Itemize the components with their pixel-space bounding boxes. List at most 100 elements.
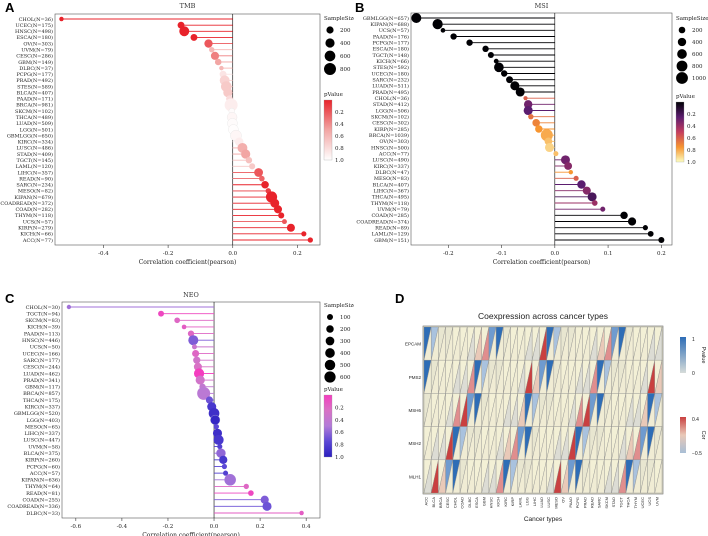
category-label: LUSC(N=447)	[23, 437, 60, 444]
colorbar-tick-label: 0.4	[335, 418, 344, 424]
category-label: READ(N=81)	[26, 490, 60, 497]
lollipop-dot	[59, 16, 64, 22]
size-legend-label: 600	[692, 52, 703, 58]
lollipop-dot	[532, 119, 540, 127]
category-label: HNSC(N=498)	[15, 28, 53, 35]
category-label: PRAD(N=492)	[16, 77, 53, 84]
category-label: UCS(N=50)	[30, 344, 60, 351]
category-label: LGG(N=403)	[27, 417, 60, 424]
size-legend-dot	[324, 63, 336, 75]
cancer-label: COAD	[460, 497, 465, 509]
size-legend-label: 800	[340, 67, 351, 73]
lollipop-dot	[158, 310, 165, 317]
lollipop-dot	[210, 414, 221, 425]
lollipop-dot	[221, 463, 228, 470]
chart-title: NEO	[183, 291, 199, 299]
category-label: BRCA(N=1039)	[369, 132, 409, 139]
lollipop-dot	[259, 175, 265, 182]
lollipop-dot	[411, 12, 422, 24]
category-label: BLCA(N=407)	[17, 89, 53, 96]
lollipop-dot	[450, 33, 457, 40]
lollipop-dot	[523, 105, 533, 116]
size-legend-label: 800	[692, 64, 703, 70]
x-tick-label-3: 0.1	[604, 251, 613, 257]
lollipop-dot	[219, 455, 228, 464]
size-legend-label: 500	[340, 363, 351, 369]
panel-d-chart: Coexpression across cancer types EPCAM PMS…	[405, 311, 706, 523]
category-label: KIRC(N=334)	[18, 139, 53, 146]
category-label: BLCA(N=407)	[373, 181, 409, 188]
category-label: LUSC(N=486)	[16, 145, 53, 152]
x-axis-label: Correlation coefficient(pearson)	[493, 259, 591, 266]
size-legend-label: 200	[692, 28, 703, 34]
cancer-label: LUAD	[539, 497, 544, 508]
panel-label-a: A	[5, 0, 15, 15]
x-tick-label-4: 0.2	[657, 251, 666, 257]
category-label: CESC(N=244)	[23, 364, 60, 371]
category-label: READ(N=89)	[375, 224, 409, 231]
category-label: LGG(N=501)	[20, 126, 53, 133]
lollipop-dot	[66, 304, 72, 310]
lollipop-dot	[564, 162, 573, 170]
category-label: LUSC(N=490)	[372, 157, 409, 164]
category-label: CHOL(N=30)	[26, 304, 60, 311]
lollipop-dot	[262, 501, 272, 511]
pvalue-tick: 1	[692, 337, 695, 343]
category-label: PAAD(N=176)	[373, 33, 409, 40]
size-legend-label: 200	[340, 28, 351, 34]
lollipop-dot	[658, 236, 665, 244]
gene-label: PMS2	[409, 375, 422, 380]
lollipop-dot	[494, 62, 504, 73]
chart-title: TMB	[180, 2, 196, 10]
category-label: PCPG(N=177)	[16, 71, 53, 78]
lollipop-dot	[193, 356, 201, 364]
size-legend-dot	[676, 60, 688, 72]
size-legend-dot	[677, 49, 687, 59]
category-label: PAAD(N=113)	[24, 330, 60, 337]
category-label: HNSC(N=500)	[371, 144, 409, 151]
category-label: DLBC(N=33)	[26, 510, 60, 517]
category-label: LUAD(N=462)	[23, 370, 60, 377]
category-label: SKCM(N=83)	[25, 317, 60, 324]
gene-label: MSH6	[408, 408, 421, 413]
cancer-label: CESC	[445, 497, 450, 508]
cancer-label: CHOL	[452, 496, 457, 508]
lollipop-dot	[224, 474, 236, 486]
category-label: SARC(N=232)	[372, 76, 409, 83]
category-label: SARC(N=177)	[23, 357, 60, 364]
size-legend-dot	[325, 38, 335, 48]
size-legend-label: 400	[340, 41, 351, 47]
category-label: UCEC(N=180)	[371, 70, 409, 77]
colorbar-tick-label: 0.4	[335, 122, 344, 128]
category-label: GBM(N=117)	[25, 384, 60, 391]
cancer-label: THCA	[626, 497, 631, 508]
cancer-label: KIRC	[503, 497, 508, 507]
x-tick-label-3: 0.2	[293, 251, 302, 257]
category-label: LAML(N=129)	[372, 231, 409, 238]
category-label: ACC(N=77)	[22, 237, 53, 244]
size-legend-dot	[326, 325, 334, 333]
category-label: COAD(N=255)	[22, 497, 60, 504]
category-label: THCA(N=489)	[16, 114, 53, 121]
category-label: KIPAN(N=688)	[370, 21, 409, 28]
category-label: KIRC(N=337)	[374, 163, 409, 170]
category-label: KIRP(N=285)	[374, 126, 409, 133]
lollipop-dot	[204, 39, 213, 48]
x-axis-label: Correlation coefficient(pearson)	[142, 532, 240, 536]
pvalue-legend-bar	[680, 337, 686, 373]
size-legend-dot	[326, 313, 334, 321]
cancer-label: SARC	[597, 497, 602, 508]
category-label: KIRP(N=279)	[18, 225, 53, 232]
cancer-label: MESO	[553, 497, 558, 509]
lollipop-dot	[487, 51, 494, 59]
category-label: ACC(N=77)	[378, 150, 409, 157]
lollipop-dot	[506, 76, 514, 84]
cancer-label: THYM	[633, 497, 638, 508]
size-legend-label: 300	[340, 339, 351, 345]
gene-label: EPCAM	[405, 342, 421, 347]
colorbar-tick-label: 0.4	[687, 124, 696, 130]
lollipop-dot	[219, 65, 224, 71]
size-legend-label: 1000	[692, 76, 706, 82]
cancer-label: UCEC	[640, 497, 645, 508]
